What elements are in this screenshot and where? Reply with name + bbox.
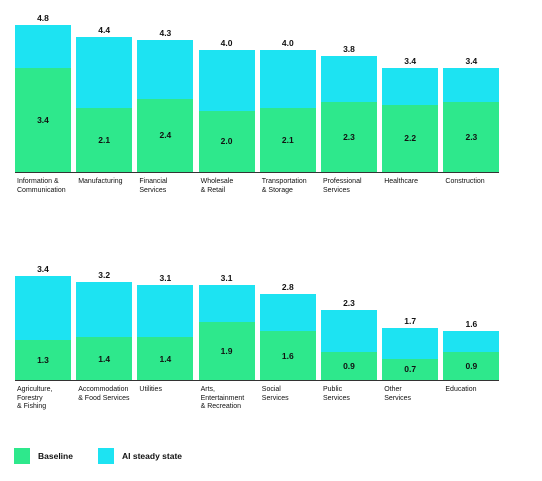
- bar: [76, 337, 133, 380]
- data-label: 1.4: [159, 353, 172, 364]
- baseline: [15, 172, 500, 173]
- data-label: 1.9: [220, 345, 233, 356]
- bar: [382, 358, 439, 380]
- bar: [259, 107, 316, 172]
- x-tick-label: Utilities: [139, 386, 162, 393]
- data-label: 2.3: [465, 131, 478, 142]
- x-tick-label: Information & Communication: [17, 178, 66, 194]
- data-label: 3.4: [37, 114, 49, 125]
- x-tick-label: Financial Services: [139, 178, 168, 194]
- bar: [15, 340, 71, 380]
- bar: [443, 352, 500, 380]
- data-label: 3.1: [220, 273, 233, 284]
- data-label: 4.0: [281, 37, 294, 48]
- x-tick-label: Manufacturing: [78, 178, 123, 185]
- data-label: 0.9: [465, 361, 478, 372]
- x-tick-label: Education: [445, 386, 477, 393]
- data-label: 3.1: [159, 273, 172, 284]
- data-label: 0.7: [404, 364, 417, 375]
- bar: [321, 101, 377, 172]
- bar: [198, 321, 255, 380]
- data-label: 2.0: [220, 136, 233, 147]
- data-label: 1.3: [37, 355, 49, 366]
- data-label: 4.4: [98, 25, 111, 36]
- bar: [137, 98, 194, 172]
- bar: [15, 67, 71, 172]
- legend-swatch: [14, 448, 30, 464]
- data-label: 3.4: [465, 55, 478, 66]
- bar: [259, 331, 316, 380]
- data-label: 2.4: [159, 130, 172, 141]
- x-tick-label: Other Services: [384, 386, 412, 402]
- bar: [198, 110, 255, 172]
- data-label: 1.7: [404, 315, 417, 326]
- data-label: 2.8: [281, 282, 294, 293]
- data-label: 2.2: [404, 133, 417, 144]
- data-label: 4.0: [220, 37, 233, 48]
- x-tick-label: Social Services: [261, 386, 289, 402]
- data-label: 4.8: [37, 13, 49, 24]
- x-tick-label: Agriculture, Forestry & Fishing: [17, 386, 53, 410]
- data-label: 1.6: [465, 319, 478, 330]
- bar: [321, 352, 377, 380]
- bar: [382, 104, 439, 172]
- x-tick-label: Healthcare: [384, 178, 419, 185]
- x-tick-label: Public Services: [323, 386, 350, 402]
- data-label: 3.2: [98, 270, 111, 281]
- bar: [137, 337, 194, 380]
- data-label: 2.3: [343, 297, 355, 308]
- x-tick-label: Arts, Entertainment & Recreation: [200, 386, 245, 410]
- legend-label: AI steady state: [122, 451, 182, 461]
- data-label: 4.3: [159, 28, 172, 39]
- data-label: 1.4: [98, 353, 111, 364]
- bar: [443, 101, 500, 172]
- data-label: 2.1: [281, 134, 294, 145]
- bar: [76, 107, 133, 172]
- data-label: 2.1: [98, 134, 111, 145]
- data-label: 3.8: [343, 43, 355, 54]
- x-tick-label: Transportation & Storage: [261, 178, 307, 194]
- x-tick-label: Professional Services: [323, 178, 362, 194]
- x-tick-label: Construction: [445, 178, 485, 185]
- data-label: 1.6: [281, 350, 294, 361]
- baseline: [15, 380, 500, 381]
- x-tick-label: Accommodation & Food Services: [78, 386, 130, 402]
- data-label: 0.9: [343, 361, 355, 372]
- legend-label: Baseline: [38, 451, 73, 461]
- x-tick-label: Wholesale & Retail: [200, 178, 234, 194]
- data-label: 2.3: [343, 131, 355, 142]
- data-label: 3.4: [37, 263, 49, 274]
- data-label: 3.4: [404, 55, 417, 66]
- legend-swatch: [98, 448, 114, 464]
